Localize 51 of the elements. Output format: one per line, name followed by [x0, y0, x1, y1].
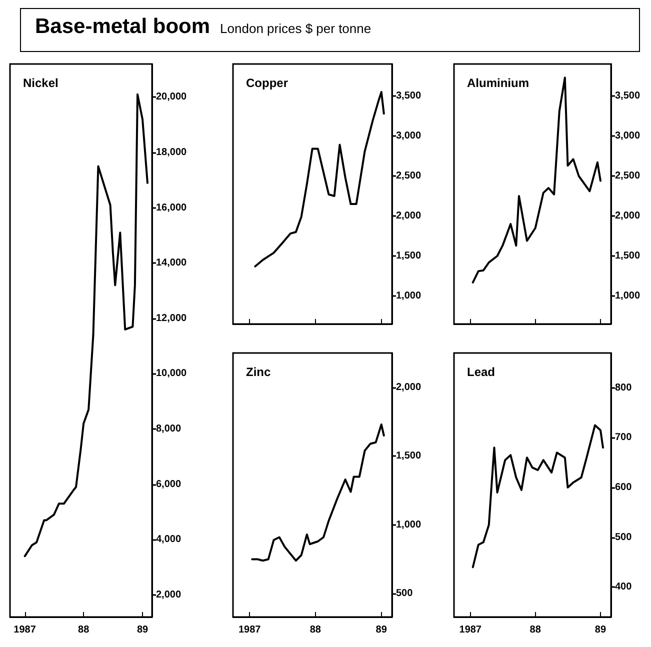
y-tick-label: 2,000	[615, 210, 640, 222]
y-tick-label: 3,000	[396, 130, 422, 142]
text: Lead	[467, 365, 496, 379]
text: Aluminium	[467, 76, 529, 90]
y-tick-label: 4,000	[156, 534, 182, 546]
line-series	[24, 93, 148, 558]
y-tick-label: 2,000	[156, 589, 182, 600]
y-tick-label: 3,000	[615, 130, 640, 142]
y-tick-label: 1,000	[615, 290, 640, 302]
y-tick-label: 3,500	[396, 90, 422, 102]
x-tick-label: 1987	[14, 624, 36, 636]
y-tick-label: 600	[615, 482, 632, 493]
x-tick-label: 88	[530, 624, 542, 636]
y-tick-label: 400	[615, 582, 632, 593]
y-tick-label: 800	[615, 382, 632, 394]
x-tick-label: 89	[376, 624, 388, 636]
y-tick-label: 1,500	[396, 450, 422, 462]
line-series	[251, 424, 385, 562]
y-tick-label: 1,000	[396, 519, 422, 530]
y-tick-label: 6,000	[156, 478, 182, 490]
y-tick-label: 500	[615, 532, 632, 543]
y-tick-label: 8,000	[156, 423, 182, 434]
x-tick-label: 89	[136, 624, 148, 636]
text: Nickel	[23, 76, 58, 90]
y-tick-label: 700	[615, 432, 632, 444]
line-series	[472, 424, 604, 568]
y-tick-label: 18,000	[156, 146, 188, 158]
x-tick-label: 1987	[238, 624, 262, 636]
y-tick-label: 12,000	[156, 312, 188, 324]
y-tick-label: 1,500	[396, 250, 422, 262]
y-tick-label: 1,500	[615, 250, 640, 262]
y-tick-label: 20,000	[156, 92, 188, 103]
y-tick-label: 16,000	[156, 202, 188, 214]
y-tick-label: 2,500	[396, 170, 422, 182]
x-tick-label: 88	[78, 624, 90, 636]
y-tick-label: 2,000	[396, 382, 422, 393]
line-series	[254, 91, 385, 268]
text: London prices $ per tonne	[220, 21, 372, 36]
x-tick-label: 89	[594, 624, 606, 636]
y-tick-label: 2,000	[396, 210, 422, 222]
x-tick-label: 88	[310, 624, 322, 636]
text: Copper	[246, 76, 288, 90]
y-tick-label: 10,000	[156, 368, 188, 380]
y-tick-label: 500	[396, 588, 414, 600]
text: Base-metal boom	[35, 15, 210, 38]
text: Zinc	[246, 365, 271, 379]
y-tick-label: 1,000	[396, 290, 422, 302]
y-tick-label: 2,500	[615, 170, 640, 182]
y-tick-label: 3,500	[615, 90, 640, 102]
y-tick-label: 14,000	[156, 258, 188, 269]
x-tick-label: 1987	[459, 624, 482, 636]
